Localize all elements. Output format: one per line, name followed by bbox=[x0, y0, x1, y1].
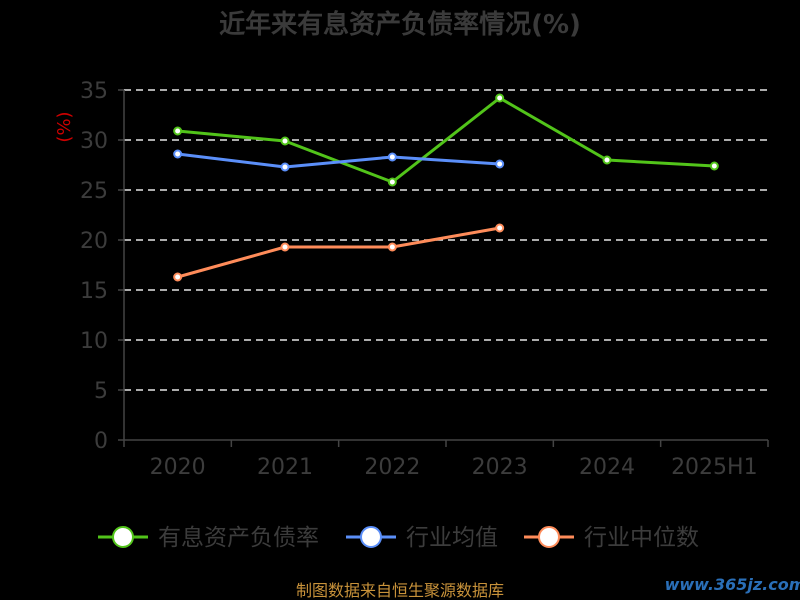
legend-item: 行业均值 bbox=[346, 525, 498, 551]
x-tick-label: 2025H1 bbox=[671, 455, 758, 480]
y-tick-label: 30 bbox=[80, 129, 108, 154]
y-tick-label: 35 bbox=[80, 79, 108, 104]
data-point bbox=[173, 149, 183, 159]
y-tick-label: 0 bbox=[94, 429, 108, 454]
data-point bbox=[280, 242, 290, 252]
legend-swatch-marker bbox=[360, 526, 382, 548]
data-point bbox=[280, 162, 290, 172]
series-group bbox=[173, 223, 505, 282]
x-tick-label: 2021 bbox=[257, 455, 313, 480]
y-tick-label: 15 bbox=[80, 279, 108, 304]
data-point bbox=[709, 161, 719, 171]
y-tick-label: 20 bbox=[80, 229, 108, 254]
x-tick-label: 2020 bbox=[150, 455, 206, 480]
legend-swatch-marker bbox=[112, 526, 134, 548]
legend-item: 有息资产负债率 bbox=[98, 525, 319, 551]
data-point bbox=[387, 242, 397, 252]
series-line bbox=[177, 152, 500, 169]
legend-item: 行业中位数 bbox=[524, 525, 699, 551]
x-tick-label: 2023 bbox=[472, 455, 528, 480]
watermark-text: www.365jz.com bbox=[665, 575, 800, 594]
data-point bbox=[280, 136, 290, 146]
legend-label: 有息资产负债率 bbox=[158, 525, 319, 551]
data-point bbox=[173, 272, 183, 282]
legend: 有息资产负债率 行业均值 行业中位数 bbox=[98, 525, 699, 551]
chart-title: 近年来有息资产负债率情况(%) bbox=[219, 9, 581, 40]
data-point bbox=[387, 152, 397, 162]
data-point bbox=[173, 126, 183, 136]
axes: 0 5 10 15 20 25 30 35 2020 2021 2022 2023 2024 2025H1 bbox=[80, 79, 769, 480]
data-point bbox=[602, 155, 612, 165]
y-tick-label: 10 bbox=[80, 329, 108, 354]
series-group bbox=[173, 149, 505, 172]
data-point bbox=[495, 93, 505, 103]
data-point bbox=[387, 177, 397, 187]
series-group bbox=[173, 93, 719, 187]
legend-label: 行业中位数 bbox=[584, 525, 699, 551]
x-tick-label: 2022 bbox=[364, 455, 420, 480]
legend-swatch-marker bbox=[538, 526, 560, 548]
series-lines bbox=[173, 93, 719, 282]
y-tick-label: 5 bbox=[94, 379, 108, 404]
series-line bbox=[177, 96, 715, 184]
series-line bbox=[177, 226, 500, 279]
x-tick-label: 2024 bbox=[579, 455, 635, 480]
legend-label: 行业均值 bbox=[406, 525, 498, 551]
y-axis-unit-label: (%) bbox=[54, 111, 75, 142]
data-source-note: 制图数据来自恒生聚源数据库 bbox=[296, 581, 504, 600]
data-point bbox=[495, 223, 505, 233]
y-tick-label: 25 bbox=[80, 179, 108, 204]
data-point bbox=[495, 159, 505, 169]
